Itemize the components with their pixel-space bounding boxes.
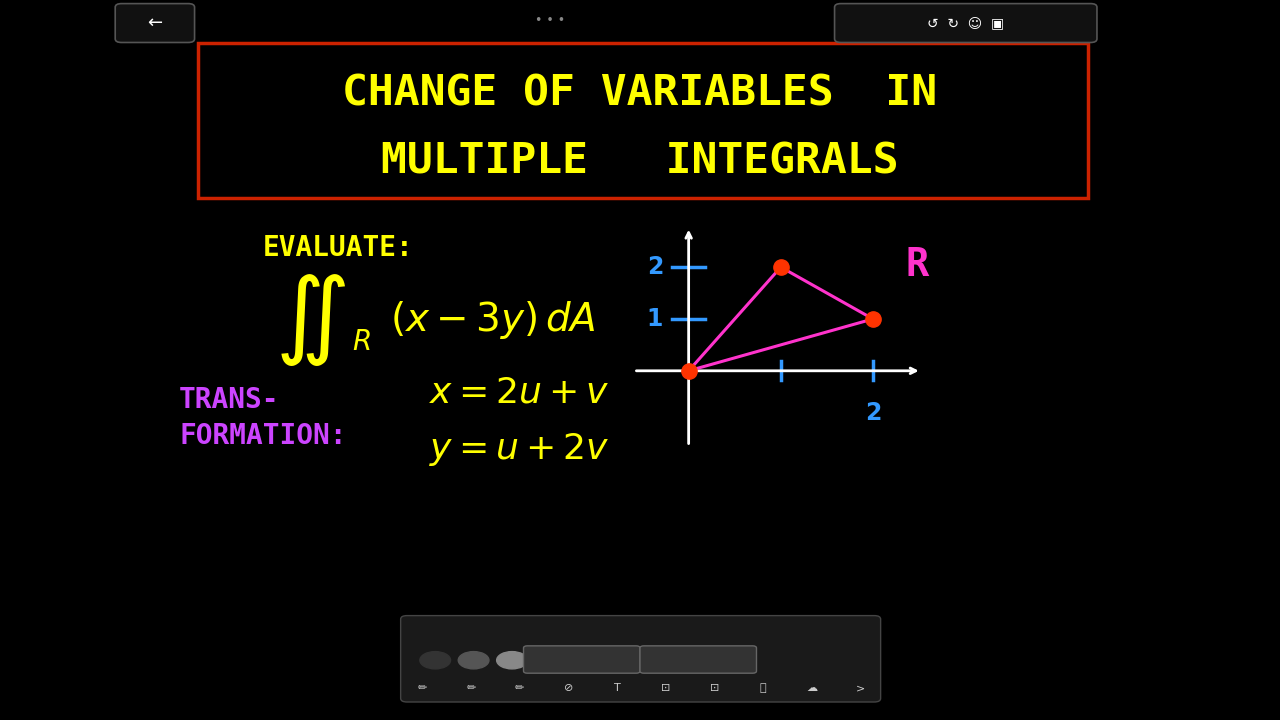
Text: • • •: • • • bbox=[535, 14, 566, 27]
Text: $\iint$: $\iint$ bbox=[275, 272, 346, 369]
FancyBboxPatch shape bbox=[640, 646, 756, 673]
Text: >: > bbox=[855, 683, 865, 693]
Text: ↺  ↻  ☺  ▣: ↺ ↻ ☺ ▣ bbox=[927, 16, 1004, 30]
Text: ←: ← bbox=[147, 14, 163, 32]
Text: TRANS-: TRANS- bbox=[179, 386, 280, 413]
FancyBboxPatch shape bbox=[835, 4, 1097, 42]
Text: $(x - 3y)\,dA$: $(x - 3y)\,dA$ bbox=[390, 300, 596, 341]
Text: ⊘: ⊘ bbox=[563, 683, 573, 693]
Circle shape bbox=[497, 652, 527, 669]
Text: R: R bbox=[905, 246, 928, 284]
Text: CHANGE OF VARIABLES  IN: CHANGE OF VARIABLES IN bbox=[343, 73, 937, 114]
FancyBboxPatch shape bbox=[524, 646, 640, 673]
FancyBboxPatch shape bbox=[115, 4, 195, 42]
Text: EVALUATE:: EVALUATE: bbox=[262, 235, 413, 262]
Text: $x = 2u + v$: $x = 2u + v$ bbox=[429, 375, 609, 410]
FancyBboxPatch shape bbox=[401, 616, 881, 702]
Text: ~ Whole: ~ Whole bbox=[559, 654, 603, 665]
Text: ✏: ✏ bbox=[417, 683, 428, 693]
Text: ⊡: ⊡ bbox=[660, 683, 671, 693]
Text: ✏: ✏ bbox=[466, 683, 476, 693]
Text: T: T bbox=[613, 683, 621, 693]
Text: ⊡: ⊡ bbox=[709, 683, 719, 693]
Text: $y = u + 2v$: $y = u + 2v$ bbox=[429, 431, 609, 469]
Text: 1: 1 bbox=[646, 307, 663, 331]
Text: 2: 2 bbox=[865, 401, 881, 425]
Circle shape bbox=[458, 652, 489, 669]
Text: ☁: ☁ bbox=[806, 683, 817, 693]
Bar bbox=[198, 43, 1088, 198]
Text: ~ Partial: ~ Partial bbox=[676, 654, 722, 665]
Text: 🎤: 🎤 bbox=[759, 683, 767, 693]
Text: $R$: $R$ bbox=[352, 328, 371, 356]
Text: FORMATION:: FORMATION: bbox=[179, 422, 347, 449]
Text: ✏: ✏ bbox=[515, 683, 525, 693]
Circle shape bbox=[420, 652, 451, 669]
Text: 2: 2 bbox=[646, 255, 663, 279]
Text: MULTIPLE   INTEGRALS: MULTIPLE INTEGRALS bbox=[381, 141, 899, 183]
